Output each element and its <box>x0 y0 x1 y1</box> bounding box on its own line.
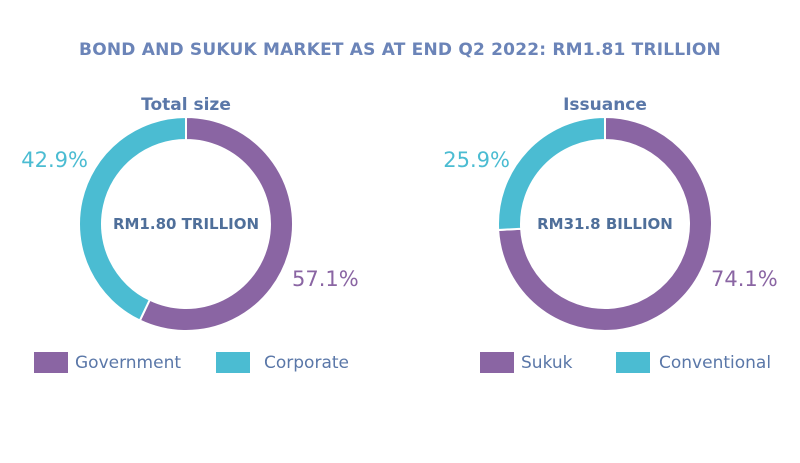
donut-slice-government <box>138 115 294 332</box>
donut-chart-1: Total size 57.1% 42.9% RM1.80 TRILLION Gover… <box>21 95 359 373</box>
chart-title: Total size <box>141 95 231 115</box>
legend-label-sukuk: Sukuk <box>521 353 573 373</box>
slice-label-conventional: 25.9% <box>443 148 510 172</box>
donut-chart-2: Issuance 74.1% 25.9% RM31.8 BILLION Sukuk Con… <box>443 95 778 373</box>
legend-label-conventional: Conventional <box>659 353 771 373</box>
donut-slice-corporate <box>78 115 187 322</box>
legend-swatch-conventional <box>616 352 650 373</box>
page-title: BOND AND SUKUK MARKET AS AT END Q2 2022:… <box>79 40 721 60</box>
slice-label-government: 57.1% <box>292 267 359 291</box>
center-label: RM31.8 BILLION <box>537 215 673 233</box>
legend-label-government: Government <box>75 353 181 373</box>
legend-label-corporate: Corporate <box>264 353 349 373</box>
donut-slice-conventional <box>497 115 606 232</box>
center-label: RM1.80 TRILLION <box>113 215 259 233</box>
slice-label-sukuk: 74.1% <box>711 267 778 291</box>
chart-title: Issuance <box>563 95 647 115</box>
legend-swatch-corporate <box>216 352 250 373</box>
legend-swatch-sukuk <box>480 352 514 373</box>
donut-slice-sukuk <box>497 115 713 332</box>
slice-label-corporate: 42.9% <box>21 148 88 172</box>
legend-swatch-government <box>34 352 68 373</box>
